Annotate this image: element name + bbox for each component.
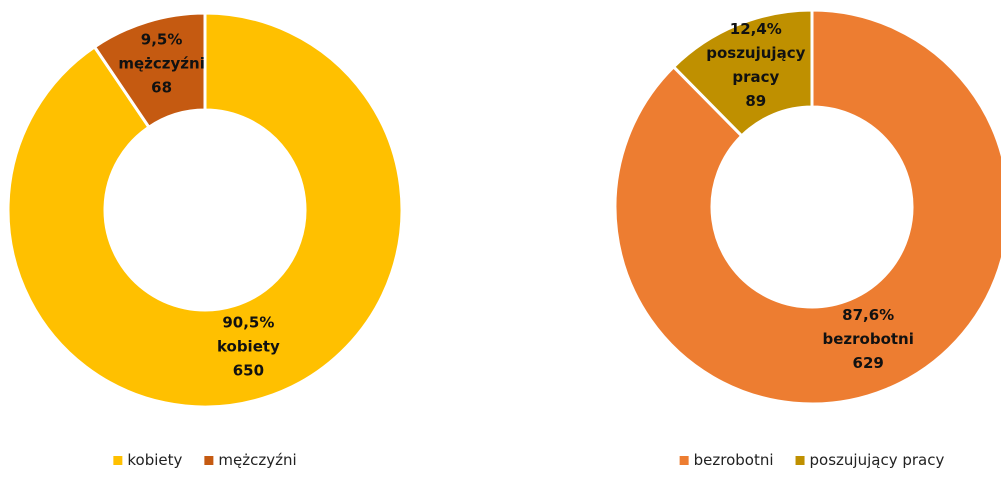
category-label: bezrobotni (822, 330, 913, 348)
legend-label: mężczyźni (218, 451, 296, 469)
share-label: 9,5% (141, 31, 183, 49)
donut-segment (6, 11, 404, 409)
share-label: 12,4% (730, 20, 782, 38)
donut-segment (92, 11, 207, 130)
legend-swatch (113, 456, 123, 465)
value-label: 629 (853, 354, 884, 372)
value-label: 68 (151, 79, 172, 97)
legend-label: kobiety (127, 451, 182, 469)
legend-swatch (204, 456, 214, 465)
donut-segment (613, 8, 1001, 406)
category-label: kobiety (217, 337, 280, 355)
value-label: 89 (745, 92, 766, 110)
share-label: 90,5% (222, 313, 274, 331)
donut-segment (671, 8, 814, 138)
legend-label: poszujujący pracy (810, 451, 945, 469)
legend-swatch (679, 456, 689, 465)
share-label: 87,6% (842, 306, 894, 324)
category-label: mężczyźni (118, 55, 204, 73)
value-label: 650 (233, 361, 264, 379)
legend-swatch (795, 456, 805, 465)
legend-label: bezrobotni (694, 451, 774, 469)
category-label: poszujujący pracy (706, 44, 805, 86)
